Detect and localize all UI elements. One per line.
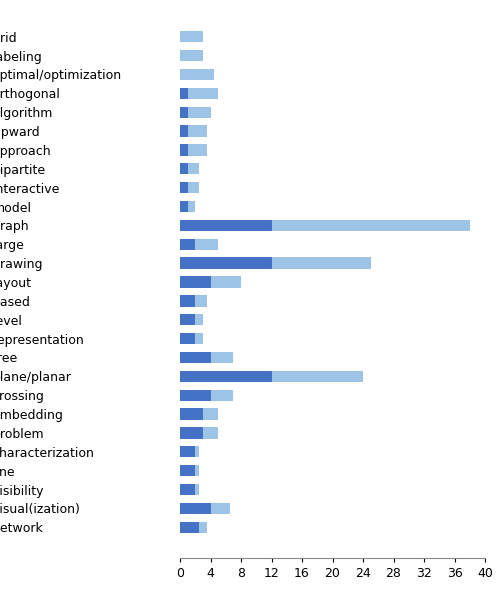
- Bar: [180, 220, 470, 231]
- Bar: [180, 201, 188, 212]
- Bar: [180, 182, 199, 193]
- Bar: [180, 50, 203, 61]
- Bar: [180, 465, 199, 476]
- Bar: [180, 389, 234, 401]
- Bar: [180, 427, 218, 439]
- Bar: [180, 144, 188, 155]
- Bar: [180, 31, 203, 43]
- Bar: [180, 88, 218, 99]
- Bar: [180, 239, 218, 250]
- Bar: [180, 352, 234, 363]
- Bar: [180, 503, 230, 514]
- Bar: [180, 295, 206, 307]
- Bar: [180, 389, 210, 401]
- Bar: [180, 69, 214, 80]
- Bar: [180, 144, 206, 155]
- Bar: [180, 484, 195, 495]
- Bar: [180, 277, 241, 287]
- Bar: [180, 352, 210, 363]
- Bar: [180, 277, 210, 287]
- Bar: [180, 182, 188, 193]
- Bar: [180, 521, 206, 533]
- Bar: [180, 371, 363, 382]
- Bar: [180, 314, 203, 325]
- Bar: [180, 484, 199, 495]
- Bar: [180, 125, 188, 137]
- Bar: [180, 295, 195, 307]
- Bar: [180, 521, 199, 533]
- Bar: [180, 333, 203, 344]
- Bar: [180, 333, 195, 344]
- Bar: [180, 314, 195, 325]
- Bar: [180, 409, 218, 420]
- Bar: [180, 220, 272, 231]
- Bar: [180, 371, 272, 382]
- Bar: [180, 107, 188, 118]
- Bar: [180, 163, 199, 175]
- Bar: [180, 446, 195, 457]
- Bar: [180, 88, 188, 99]
- Bar: [180, 446, 199, 457]
- Bar: [180, 107, 210, 118]
- Bar: [180, 257, 272, 269]
- Bar: [180, 163, 188, 175]
- Bar: [180, 465, 195, 476]
- Bar: [180, 239, 195, 250]
- Bar: [180, 503, 210, 514]
- Bar: [180, 409, 203, 420]
- Bar: [180, 427, 203, 439]
- Bar: [180, 125, 206, 137]
- Bar: [180, 257, 370, 269]
- Bar: [180, 201, 195, 212]
